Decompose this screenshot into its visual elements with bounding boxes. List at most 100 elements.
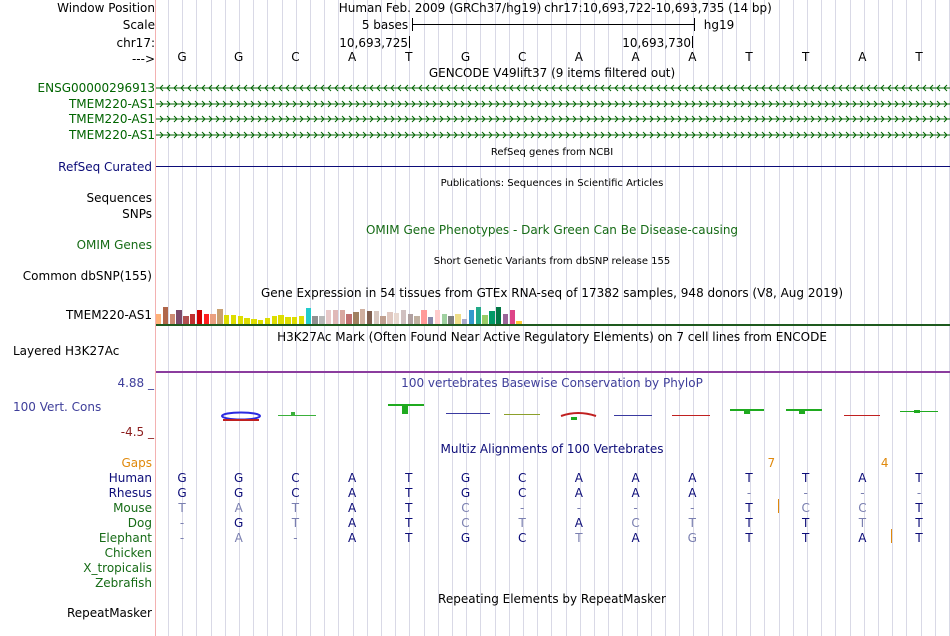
repeatmasker-track-label[interactable]: RepeatMasker [66, 606, 152, 620]
alignment-base: G [460, 486, 471, 500]
gridline [608, 0, 609, 636]
gtex-tissue-bar[interactable] [162, 307, 169, 324]
gtex-gene-label[interactable]: TMEM220-AS1 [65, 308, 152, 322]
gtex-tissue-bar[interactable] [502, 314, 509, 324]
phylop-mark-7 [446, 413, 490, 414]
gtex-tissue-bar[interactable] [196, 310, 203, 324]
alignment-base: - [179, 516, 185, 530]
gtex-tissue-bar[interactable] [489, 311, 495, 324]
publications-sequences-label[interactable]: Sequences [86, 191, 152, 205]
gtex-tissue-bar[interactable] [292, 317, 298, 324]
gtex-tissue-bar[interactable] [190, 314, 196, 324]
alignment-base: A [347, 471, 357, 485]
alignment-base: T [745, 516, 753, 530]
gtex-tissue-bar[interactable] [156, 314, 162, 324]
gtex-tissue-bar[interactable] [264, 318, 271, 324]
gtex-tissue-bar[interactable] [305, 308, 311, 324]
gtex-tissue-bar[interactable] [441, 314, 447, 324]
phylop-wiggle[interactable] [156, 400, 950, 430]
h3k27ac-track-label[interactable]: Layered H3K27Ac [13, 344, 120, 358]
dbsnp-track-label[interactable]: Common dbSNP(155) [22, 269, 152, 283]
gridline [750, 0, 751, 636]
gencode-item-label-3[interactable]: TMEM220-AS1 [68, 112, 155, 126]
gtex-tissue-bar[interactable] [394, 313, 400, 324]
gtex-tissue-bar[interactable] [387, 312, 393, 324]
snps-label[interactable]: SNPs [122, 207, 152, 221]
alignment-base: - [803, 486, 808, 500]
gtex-tissue-bar[interactable] [230, 315, 237, 324]
ruler-tick-label-left: 10,693,725 [339, 36, 408, 50]
sequence-base: A [688, 50, 697, 64]
gtex-tissue-bar[interactable] [210, 314, 216, 324]
gtex-tissue-bar[interactable] [169, 314, 175, 324]
gencode-item-label-4[interactable]: TMEM220-AS1 [68, 128, 155, 142]
refseq-track-label[interactable]: RefSeq Curated [58, 160, 152, 174]
gtex-tissue-bar[interactable] [339, 310, 345, 324]
gtex-tissue-bar[interactable] [319, 316, 325, 324]
omim-track-label[interactable]: OMIM Genes [76, 238, 152, 252]
gtex-tissue-bar[interactable] [414, 316, 420, 324]
gtex-tissue-bar[interactable] [407, 314, 413, 324]
track-data-area[interactable]: Human Feb. 2009 (GRCh37/hg19) chr17:10,6… [156, 0, 950, 636]
gtex-tissue-bar[interactable] [217, 309, 223, 324]
alignment-base: A [631, 531, 640, 545]
gtex-tissue-bar[interactable] [332, 310, 339, 324]
gtex-tissue-bar[interactable] [326, 310, 332, 324]
strand-chevrons [159, 84, 948, 92]
gridline [466, 0, 467, 636]
gtex-tissue-bar[interactable] [285, 317, 291, 324]
alignment-base: - [520, 501, 525, 515]
gtex-tissue-bar[interactable] [278, 315, 284, 324]
gtex-tissue-bar[interactable] [509, 310, 515, 324]
gtex-tissue-bar[interactable] [428, 317, 434, 324]
gtex-tissue-bar[interactable] [462, 319, 468, 324]
sequence-base: A [858, 50, 867, 64]
gtex-tissue-bar[interactable] [516, 321, 522, 324]
gtex-tissue-bar[interactable] [251, 319, 257, 324]
alignment-base: T [802, 531, 810, 545]
gridline [679, 0, 680, 636]
gtex-tissue-bar[interactable] [373, 311, 379, 324]
gtex-tissue-bar[interactable] [237, 316, 243, 324]
gtex-tissue-bar[interactable] [258, 320, 264, 324]
gtex-tissue-bar[interactable] [360, 309, 366, 324]
gtex-tissue-bar[interactable] [455, 314, 461, 324]
gtex-tissue-bar[interactable] [244, 318, 250, 324]
alignment-base: - [860, 486, 865, 500]
gtex-tissue-bar[interactable] [400, 310, 407, 324]
gtex-tissue-bar[interactable] [380, 316, 386, 324]
gtex-tissue-bar[interactable] [421, 310, 427, 324]
phylop-track-label[interactable]: 100 Vert. Cons [13, 400, 102, 414]
gtex-tissue-bar[interactable] [224, 315, 230, 324]
gtex-tissue-bar[interactable] [312, 316, 318, 324]
gtex-tissue-bar[interactable] [468, 310, 475, 324]
gtex-tissue-bar[interactable] [434, 310, 441, 324]
phylop-mark-9 [560, 412, 597, 417]
sequence-base: G [234, 50, 244, 64]
gtex-tissue-bar[interactable] [298, 316, 305, 324]
gtex-tissue-bar[interactable] [176, 310, 182, 324]
alignment-base: T [858, 516, 867, 530]
gencode-item-label-2[interactable]: TMEM220-AS1 [68, 97, 155, 111]
gtex-tissue-bar[interactable] [346, 314, 352, 324]
gencode-transcripts[interactable] [156, 80, 950, 140]
gtex-tissue-bar[interactable] [448, 316, 454, 324]
scale-bar-right-tick [694, 18, 695, 31]
alignment-base: T [915, 501, 923, 515]
gtex-tissue-bar[interactable] [496, 307, 502, 324]
phylop-mark-19 [914, 410, 920, 413]
gtex-tissue-bar[interactable] [271, 316, 277, 324]
gtex-tissue-bar[interactable] [203, 314, 209, 324]
scale-label: Scale [122, 18, 155, 32]
gtex-tissue-bar[interactable] [183, 316, 189, 324]
gridline [736, 0, 737, 636]
gtex-track-title: Gene Expression in 54 tissues from GTEx … [260, 286, 844, 300]
gtex-tissue-bar[interactable] [366, 311, 373, 324]
gtex-tissue-bar[interactable] [482, 315, 488, 324]
gridline [580, 0, 581, 636]
gencode-item-label-1[interactable]: ENSG00000296913 [37, 81, 155, 95]
gtex-tissue-bar[interactable] [475, 307, 481, 324]
sequence-base: T [915, 50, 923, 64]
gtex-tissue-bar[interactable] [353, 312, 359, 324]
